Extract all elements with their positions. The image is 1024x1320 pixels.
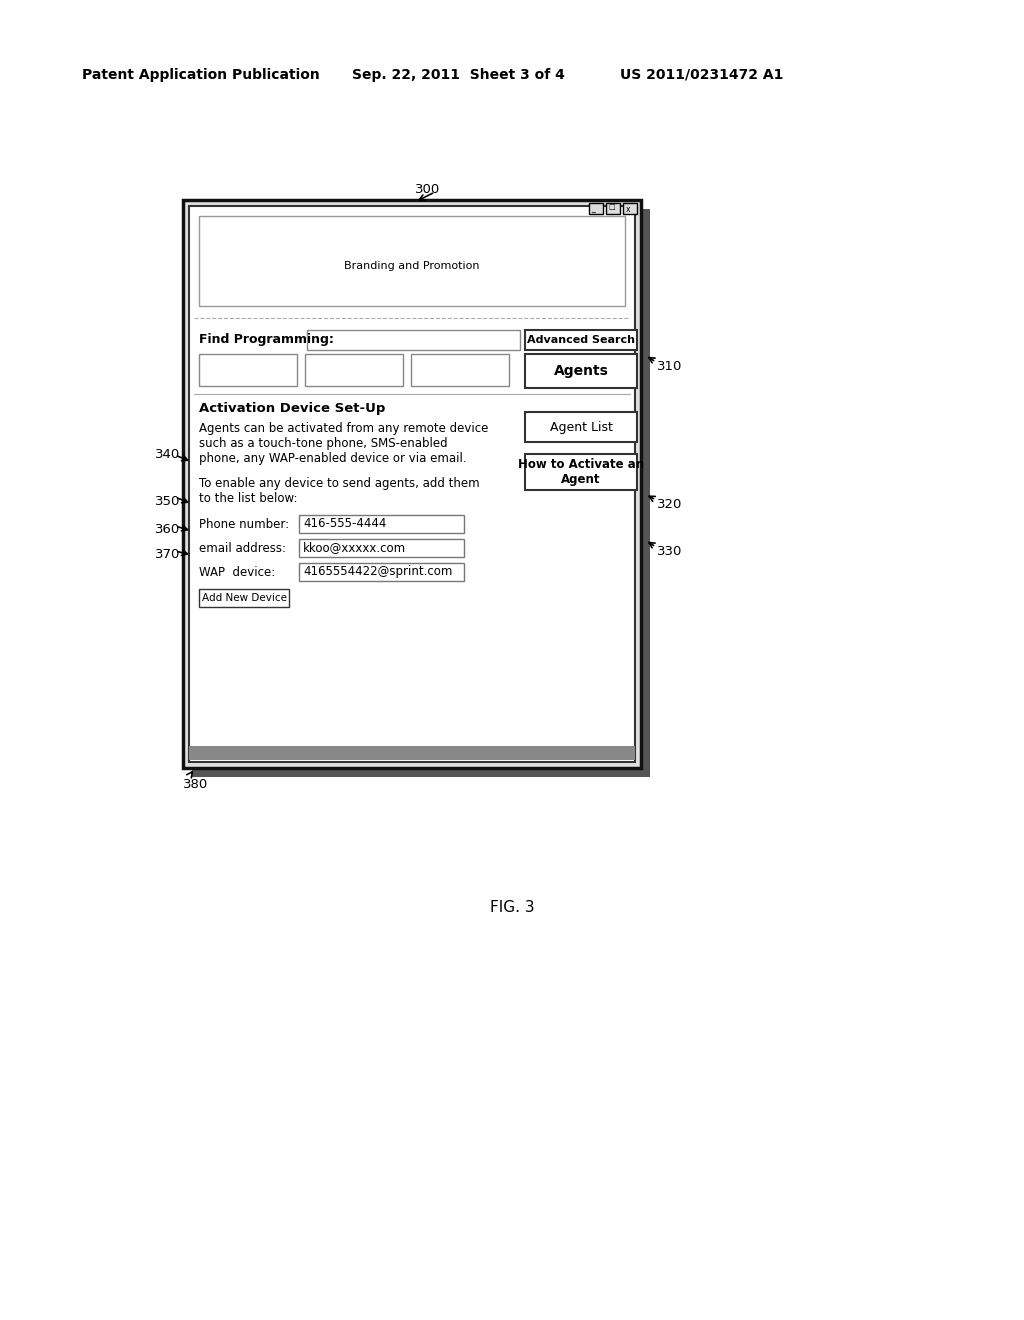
Text: 320: 320 (657, 498, 682, 511)
Bar (623, 203, 637, 214)
Text: 380: 380 (183, 777, 208, 791)
Bar (189, 746, 635, 760)
Text: Advanced Search: Advanced Search (527, 335, 635, 345)
Bar (525, 412, 637, 442)
Text: Agents: Agents (554, 364, 608, 378)
Text: Add New Device: Add New Device (202, 593, 287, 603)
Bar (183, 201, 641, 768)
Bar (199, 589, 289, 607)
Bar (299, 564, 464, 581)
Bar (189, 206, 635, 762)
Text: x: x (626, 205, 631, 214)
Text: 340: 340 (155, 447, 180, 461)
Bar (199, 216, 625, 306)
Text: Find Programming:: Find Programming: (199, 333, 334, 346)
Text: 360: 360 (155, 523, 180, 536)
Text: email address:: email address: (199, 543, 286, 554)
Bar (589, 203, 603, 214)
Bar (525, 454, 637, 490)
Bar (299, 515, 464, 533)
Text: _: _ (591, 205, 595, 214)
Text: To enable any device to send agents, add them
to the list below:: To enable any device to send agents, add… (199, 477, 479, 506)
Text: Patent Application Publication: Patent Application Publication (82, 69, 319, 82)
Text: □: □ (608, 205, 614, 210)
Text: 416-555-4444: 416-555-4444 (303, 517, 386, 531)
Text: 4165554422@sprint.com: 4165554422@sprint.com (303, 565, 453, 578)
Bar (305, 354, 403, 385)
Bar (307, 330, 520, 350)
Bar (606, 203, 620, 214)
Bar (199, 354, 297, 385)
Bar (525, 354, 637, 388)
Text: FIG. 3: FIG. 3 (489, 900, 535, 915)
Text: Phone number:: Phone number: (199, 517, 289, 531)
Text: Branding and Promotion: Branding and Promotion (344, 261, 480, 271)
Bar (411, 354, 509, 385)
Bar (299, 539, 464, 557)
Text: Agents can be activated from any remote device
such as a touch-tone phone, SMS-e: Agents can be activated from any remote … (199, 422, 488, 465)
Text: US 2011/0231472 A1: US 2011/0231472 A1 (620, 69, 783, 82)
Text: 350: 350 (155, 495, 180, 508)
Text: How to Activate an
Agent: How to Activate an Agent (518, 458, 644, 486)
Text: 310: 310 (657, 360, 682, 374)
Text: kkoo@xxxxx.com: kkoo@xxxxx.com (303, 541, 407, 554)
Bar (525, 330, 637, 350)
Text: 300: 300 (415, 183, 440, 195)
Text: 330: 330 (657, 545, 682, 558)
Text: WAP  device:: WAP device: (199, 566, 275, 579)
Text: 370: 370 (155, 548, 180, 561)
Text: Sep. 22, 2011  Sheet 3 of 4: Sep. 22, 2011 Sheet 3 of 4 (352, 69, 565, 82)
Text: Activation Device Set-Up: Activation Device Set-Up (199, 403, 385, 414)
Text: Agent List: Agent List (550, 421, 612, 433)
Bar (193, 209, 650, 777)
